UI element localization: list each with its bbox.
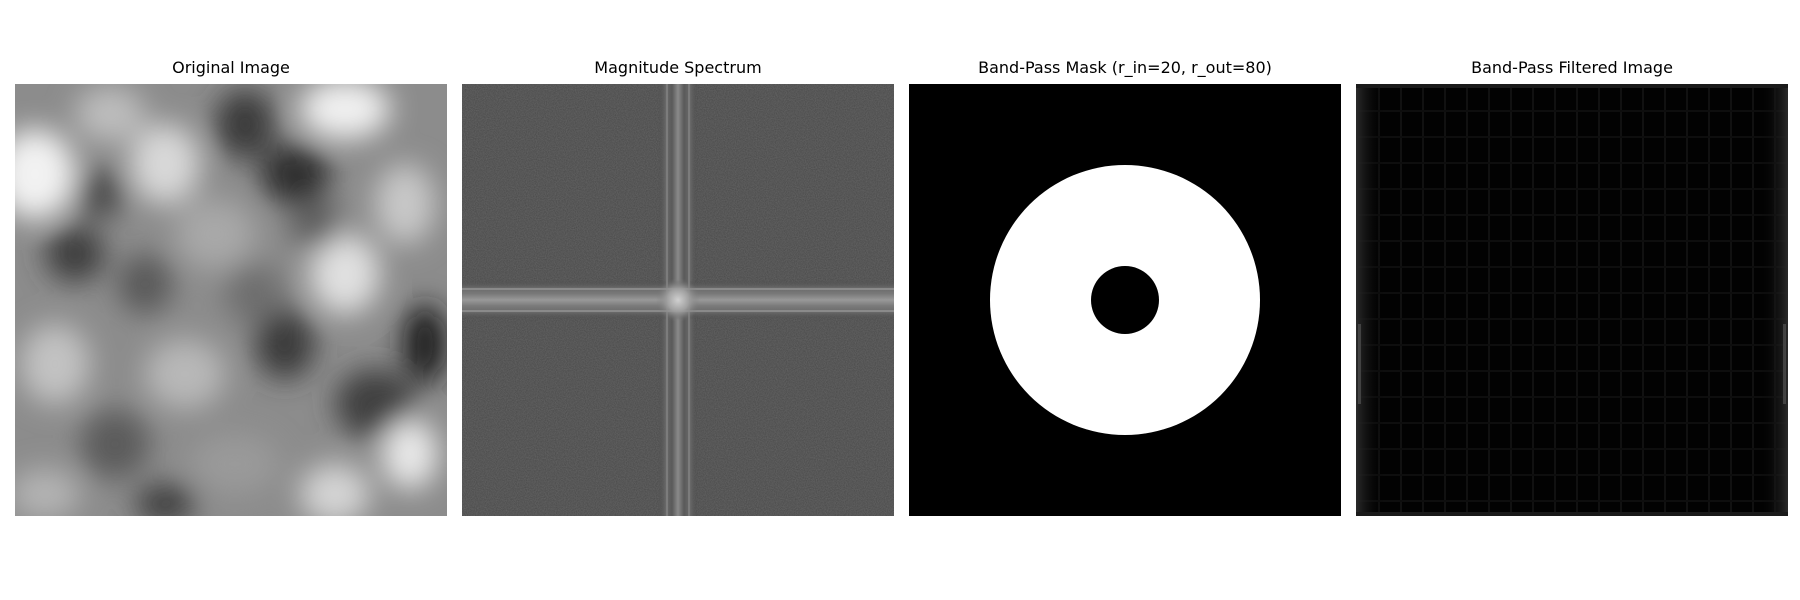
band-pass-filtered-image	[1356, 84, 1788, 516]
original-image	[15, 84, 447, 516]
band-pass-mask-title: Band-Pass Mask (r_in=20, r_out=80)	[978, 58, 1272, 77]
magnitude-spectrum-image	[462, 84, 894, 516]
filtered-image-title: Band-Pass Filtered Image	[1471, 58, 1673, 77]
magnitude-spectrum-title: Magnitude Spectrum	[594, 58, 762, 77]
mask-inner-hole	[1091, 266, 1159, 334]
band-pass-mask-image	[909, 84, 1341, 516]
original-image-title: Original Image	[172, 58, 290, 77]
